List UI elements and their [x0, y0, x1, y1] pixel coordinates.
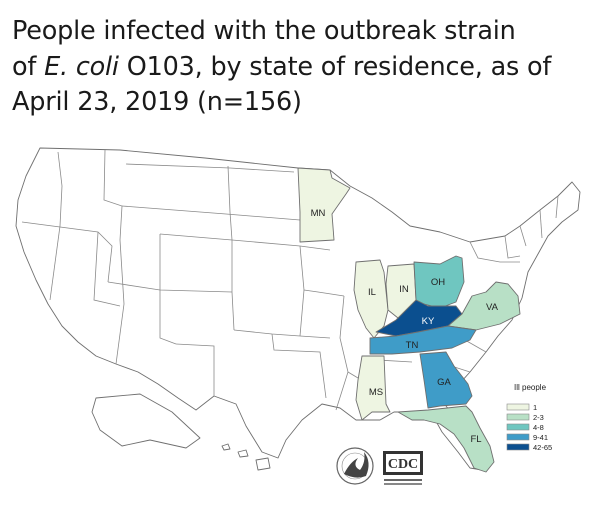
label-in: IN	[399, 284, 409, 295]
legend-swatch-4	[506, 433, 530, 441]
state-labels: MN IL IN MS OH VA FL TN GA KY	[311, 208, 499, 445]
label-ga: GA	[437, 377, 451, 388]
legend-swatch-1	[506, 403, 530, 411]
cdc-logo-text: CDC	[388, 457, 418, 472]
legend: Ill people 1 2-3 4-8 9-41 42-65	[506, 383, 552, 452]
label-fl: FL	[470, 434, 481, 445]
label-ky: KY	[422, 316, 435, 327]
state-borders	[21, 149, 559, 411]
label-va: VA	[486, 302, 499, 313]
alaska-outline	[91, 393, 201, 449]
hawaii-outline	[221, 443, 271, 471]
title-line-2-rest: O103, by state of residence, as of	[118, 51, 552, 82]
state-va	[447, 281, 521, 331]
title-line-1: People infected with the outbreak strain	[12, 16, 516, 46]
legend-label-5: 42-65	[533, 443, 552, 452]
label-mn: MN	[311, 208, 326, 219]
legend-swatch-3	[506, 423, 530, 431]
title-line-3: April 23, 2019 (n=156)	[12, 87, 302, 117]
legend-swatch-2	[506, 413, 530, 421]
us-states-map: MN IL IN MS OH VA FL TN GA KY Ill people…	[15, 147, 581, 485]
label-oh: OH	[431, 277, 445, 288]
title-organism: E. coli	[44, 51, 119, 82]
state-ga	[419, 351, 473, 409]
legend-label-3: 4-8	[533, 423, 544, 432]
label-tn: TN	[406, 340, 419, 351]
legend-title: Ill people	[514, 383, 547, 392]
label-ms: MS	[369, 387, 383, 398]
state-ms	[355, 355, 391, 421]
legend-swatch-5	[506, 443, 530, 451]
label-il: IL	[368, 287, 376, 298]
state-mn	[297, 167, 351, 243]
legend-label-4: 9-41	[533, 433, 548, 442]
legend-label-2: 2-3	[533, 413, 544, 422]
cdc-logo: CDC	[383, 451, 423, 485]
title-of-prefix: of	[12, 51, 45, 82]
state-tn	[369, 325, 477, 355]
hhs-logo	[336, 447, 374, 485]
state-fl	[397, 405, 495, 473]
legend-label-1: 1	[533, 403, 537, 412]
map-title: People infected with the outbreak strain…	[12, 14, 587, 121]
